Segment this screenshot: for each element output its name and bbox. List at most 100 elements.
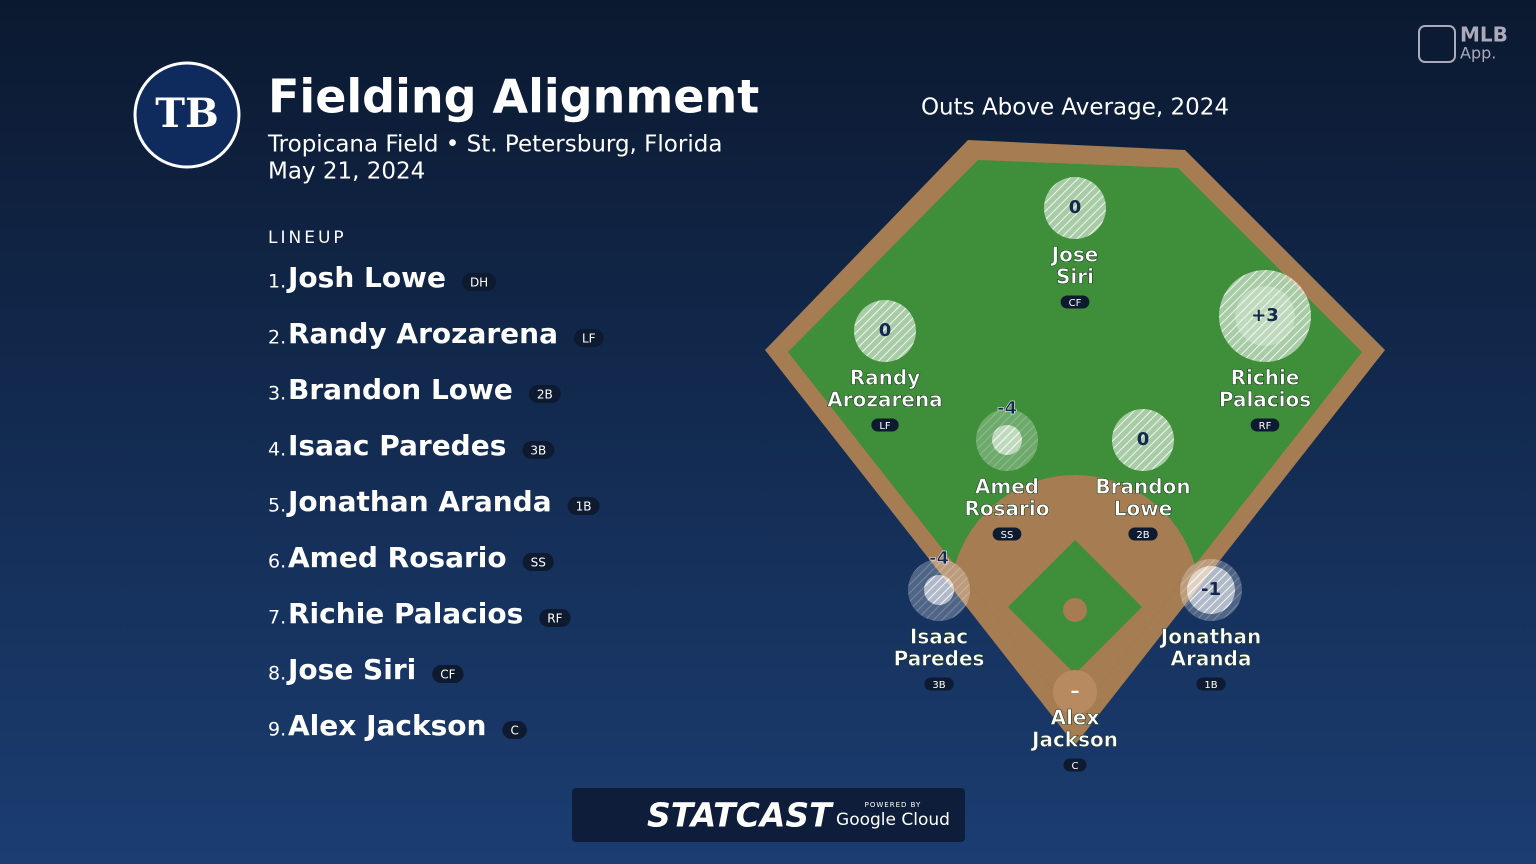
position-badge-text: RF xyxy=(1259,421,1272,432)
lineup-number: 8. xyxy=(268,663,286,685)
field-title: Outs Above Average, 2024 xyxy=(921,95,1229,121)
date: May 21, 2024 xyxy=(268,159,425,185)
player-name: Jonathan xyxy=(1159,625,1261,649)
lineup-number: 4. xyxy=(268,439,286,461)
app-icon xyxy=(1418,25,1456,63)
position-badge xyxy=(1060,295,1090,309)
position-badge-text: SS xyxy=(531,556,546,570)
lineup-name: Randy Arozarena xyxy=(288,317,558,350)
lineup-label: LINEUP xyxy=(268,228,347,248)
venue: Tropicana Field • St. Petersburg, Florid… xyxy=(267,132,722,158)
player-name: Palacios xyxy=(1219,388,1311,412)
statcast-logo: STATCAST xyxy=(647,796,834,835)
lineup-name: Amed Rosario xyxy=(288,541,507,574)
player-name: Richie xyxy=(1231,366,1300,390)
player-name: Isaac xyxy=(910,625,968,649)
player-name: Brandon xyxy=(1095,475,1190,499)
position-badge xyxy=(432,665,464,683)
position-badge xyxy=(1128,527,1158,541)
position-badge xyxy=(461,273,497,291)
position-badge xyxy=(539,609,571,627)
oaa-bubble xyxy=(992,425,1022,455)
position-badge-text: CF xyxy=(440,668,455,682)
title: Fielding Alignment xyxy=(268,70,759,124)
oaa-bubble-core xyxy=(1235,286,1295,346)
oaa-value: 0 xyxy=(1137,429,1150,450)
cloud: Google Cloud xyxy=(836,810,950,830)
lineup-number: 3. xyxy=(268,383,286,405)
position-badge xyxy=(1196,677,1226,691)
position-badge-text: 2B xyxy=(1136,530,1149,541)
position-badge-text: 3B xyxy=(530,444,546,458)
lineup-name: Isaac Paredes xyxy=(288,429,506,462)
mound xyxy=(1063,598,1087,622)
position-badge xyxy=(528,385,561,403)
logo-text: TB xyxy=(155,90,219,137)
oaa-bubble xyxy=(924,575,954,605)
lineup-name: Jose Siri xyxy=(286,653,416,686)
lineup-number: 5. xyxy=(268,495,286,517)
position-badge xyxy=(871,418,899,432)
oaa-bubble xyxy=(1187,566,1235,614)
position-badge-text: C xyxy=(1072,761,1079,772)
position-badge-text: SS xyxy=(1001,530,1014,541)
outfield-grass xyxy=(788,160,1362,718)
position-badge xyxy=(522,441,555,459)
position-badge xyxy=(573,329,604,347)
oaa-bubble xyxy=(1112,409,1174,471)
player-name: Paredes xyxy=(894,647,985,671)
player-name: Lowe xyxy=(1114,497,1173,521)
app-name: MLB xyxy=(1460,23,1508,47)
app-sub: App. xyxy=(1460,44,1496,63)
position-badge-text: 1B xyxy=(576,500,592,514)
position-badge-text: C xyxy=(510,724,518,738)
oaa-value: +3 xyxy=(1251,305,1279,326)
position-badge-text: 3B xyxy=(932,680,945,691)
position-badge-text: CF xyxy=(1069,298,1082,309)
lineup-name: Richie Palacios xyxy=(288,597,523,630)
position-badge-text: DH xyxy=(470,276,488,290)
lineup: 1. Josh Lowe DH 2. Randy Arozarena LF 3. Brando… xyxy=(268,261,604,742)
lineup-name: Alex Jackson xyxy=(288,709,486,742)
position-badge-text: LF xyxy=(879,421,891,432)
player-name: Siri xyxy=(1056,265,1094,289)
home-plate-circle xyxy=(1053,670,1097,714)
lineup-number: 7. xyxy=(268,607,286,629)
position-badge xyxy=(522,553,554,571)
position-badge xyxy=(1063,758,1087,772)
player-name: Rosario xyxy=(965,497,1050,521)
lineup-name: Josh Lowe xyxy=(286,261,446,294)
lineup-number: 1. xyxy=(268,271,286,293)
player-name: Aranda xyxy=(1171,647,1252,671)
position-badge-text: RF xyxy=(547,612,562,626)
player-name: Amed xyxy=(975,475,1039,499)
oaa-value: -4 xyxy=(997,398,1017,419)
position-badge-text: 1B xyxy=(1204,680,1217,691)
player-name: Alex xyxy=(1051,706,1100,730)
oaa-value: – xyxy=(1071,681,1080,702)
lineup-number: 6. xyxy=(268,551,286,573)
position-badge-text: 2B xyxy=(537,388,553,402)
team-logo xyxy=(133,61,241,169)
oaa-value: 0 xyxy=(1069,197,1082,218)
player-name: Jose xyxy=(1050,243,1099,267)
lineup-name: Jonathan Aranda xyxy=(286,485,552,518)
position-badge-text: LF xyxy=(582,332,596,346)
position-badge xyxy=(992,527,1022,541)
player-name: Jackson xyxy=(1030,728,1118,752)
oaa-value: 0 xyxy=(879,320,892,341)
statcast-box xyxy=(572,788,965,842)
lineup-number: 2. xyxy=(268,327,286,349)
position-badge xyxy=(1250,418,1280,432)
position-badge xyxy=(502,721,527,739)
oaa-value: -1 xyxy=(1201,579,1221,600)
lineup-name: Brandon Lowe xyxy=(288,373,513,406)
player-name: Randy xyxy=(850,366,921,390)
player-name: Arozarena xyxy=(827,388,942,412)
oaa-value: -4 xyxy=(929,548,949,569)
position-badge xyxy=(924,677,954,691)
powered-by: POWERED BY xyxy=(865,801,922,809)
